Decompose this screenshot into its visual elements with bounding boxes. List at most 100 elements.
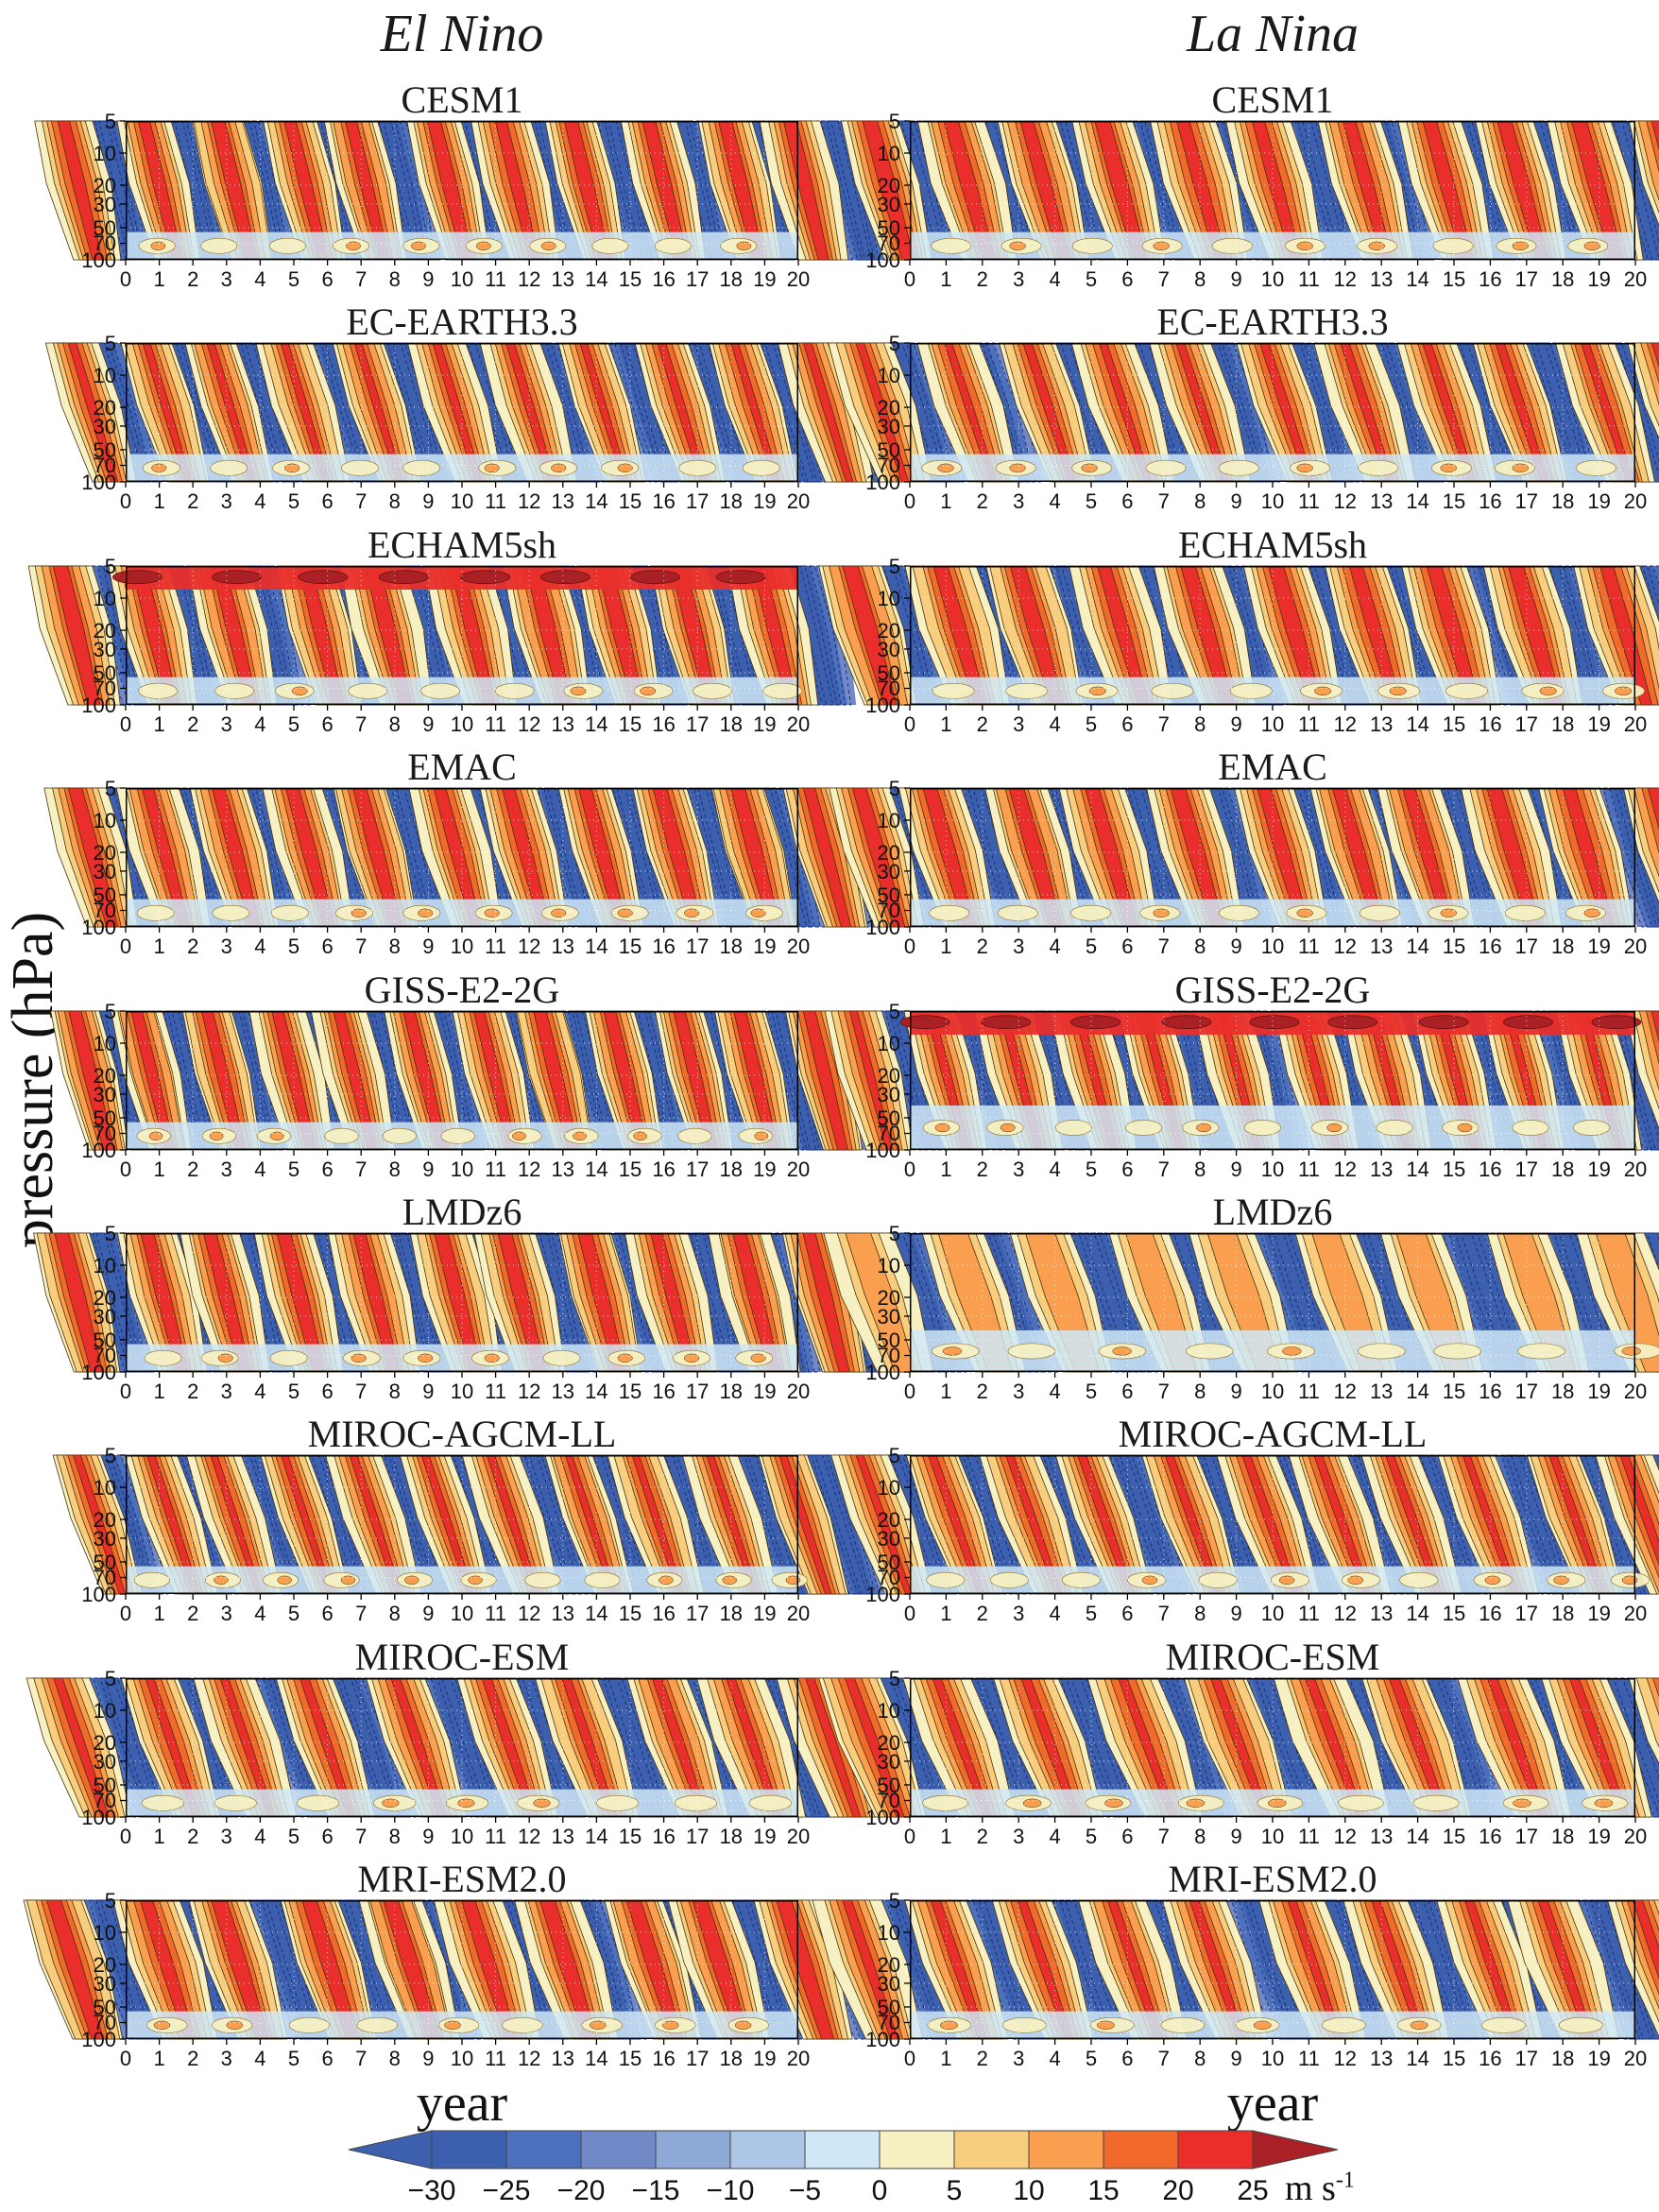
x-tick-label: 3 [1013,2047,1025,2070]
y-tick-label: 5 [888,777,900,800]
x-tick-label: 2 [976,1602,988,1625]
x-tick-label: 6 [321,1602,334,1625]
x-tick-label: 19 [753,1380,777,1403]
x-tick-label: 7 [1157,1602,1170,1625]
x-tick-label: 16 [652,267,676,291]
panel-title-mri-esm2.0-0: MRI-ESM2.0 [357,1858,567,1900]
y-tick-label: 100 [81,471,116,494]
contour-plot [34,120,891,266]
x-tick-label: 3 [220,1602,232,1625]
y-tick-label: 50 [93,1328,116,1352]
x-tick-label: 3 [220,1157,232,1181]
x-tick-label: 8 [388,489,401,513]
x-tick-label: 18 [719,935,744,958]
x-tick-label: 17 [1514,267,1539,291]
x-tick-label: 13 [1369,1825,1394,1848]
x-tick-label: 15 [1442,1825,1466,1848]
x-tick-label: 19 [753,712,777,736]
x-tick-label: 11 [1297,489,1320,513]
panel-title-ec-earth3.3-0: EC-EARTH3.3 [346,300,578,343]
x-tick-label: 3 [220,1380,232,1403]
contour-plot [812,1899,1659,2045]
y-tick-label: 30 [877,414,900,438]
x-tick-label: 12 [1333,2047,1358,2070]
y-tick-label: 100 [865,1806,900,1829]
x-tick-label: 3 [1013,1602,1025,1625]
panel-lmdz6-la-nina [823,1232,1659,1378]
x-tick-label: 0 [903,712,916,736]
x-tick-label: 2 [187,1602,199,1625]
colorbar-tick-label: 15 [1087,2175,1120,2206]
y-tick-label: 70 [93,677,116,701]
x-tick-label: 12 [517,1602,541,1625]
x-tick-label: 19 [1587,1157,1611,1181]
y-tick-label: 100 [81,1806,116,1829]
x-tick-label: 5 [1085,267,1098,291]
y-tick-label: 50 [877,1995,900,2019]
y-tick-label: 50 [93,660,116,685]
y-tick-label: 70 [877,454,900,478]
y-tick-label: 5 [104,110,116,133]
y-tick-label: 50 [93,1995,116,2019]
y-tick-label: 50 [877,1773,900,1797]
x-tick-label: 13 [551,1380,575,1403]
colorbar-tick-label: 25 [1237,2175,1269,2206]
x-tick-label: 1 [940,935,952,958]
x-tick-label: 15 [1442,935,1466,958]
y-tick-label: 20 [93,1508,116,1533]
panel-title-lmdz6-1: LMDz6 [1212,1191,1333,1233]
x-tick-label: 12 [1333,1380,1358,1403]
x-tick-label: 13 [551,1157,575,1181]
x-tick-label: 12 [517,1380,541,1403]
contour-plot [823,1232,1659,1378]
x-tick-label: 11 [1297,935,1320,958]
x-tick-label: 17 [685,489,710,513]
x-tick-label: 16 [652,489,676,513]
panel-title-miroc-agcm-ll-1: MIROC-AGCM-LL [1118,1413,1428,1455]
panel-title-ec-earth3.3-1: EC-EARTH3.3 [1156,300,1389,343]
x-tick-label: 9 [422,1157,435,1181]
y-tick-label: 10 [877,1476,900,1500]
x-tick-label: 19 [753,267,777,291]
x-tick-label: 14 [585,1825,608,1848]
x-tick-label: 19 [1587,1380,1611,1403]
x-tick-label: 5 [1085,1825,1098,1848]
x-tick-label: 7 [355,1825,368,1848]
y-tick-label: 50 [877,215,900,240]
y-tick-label: 20 [93,1953,116,1978]
y-tick-label: 20 [877,1953,900,1978]
x-tick-label: 5 [287,1157,300,1181]
y-tick-label: 30 [93,1082,116,1106]
x-tick-label: 6 [321,1825,334,1848]
y-tick-label: 30 [93,414,116,438]
x-tick-label: 6 [1121,935,1134,958]
panel-title-giss-e2-2g-1: GISS-E2-2G [1174,969,1371,1011]
x-tick-label: 16 [1479,267,1502,291]
x-tick-label: 13 [1369,267,1394,291]
x-tick-label: 2 [187,712,199,736]
x-tick-label: 0 [903,267,916,291]
x-tick-label: 19 [1587,267,1611,291]
y-tick-label: 10 [93,1254,116,1277]
x-tick-label: 16 [1479,489,1502,513]
x-tick-label: 12 [1333,1825,1358,1848]
x-tick-label: 5 [1085,1380,1098,1403]
x-tick-label: 3 [220,2047,232,2070]
x-tick-label: 5 [1085,935,1098,958]
x-tick-label: 3 [1013,1380,1025,1403]
y-tick-label: 5 [888,555,900,578]
y-tick-label: 70 [93,899,116,923]
y-tick-label: 20 [877,1508,900,1533]
x-tick-label: 18 [1550,489,1575,513]
y-tick-label: 70 [877,1566,900,1590]
x-tick-label: 18 [719,1602,744,1625]
panel-echam5sh-la-nina [818,565,1659,711]
panel-mri-esm2.0-el-nino [23,1899,902,2045]
x-tick-label: 2 [976,1825,988,1848]
x-tick-label: 1 [940,1825,952,1848]
x-tick-label: 17 [1514,1157,1539,1181]
panel-miroc-esm-la-nina [818,1677,1659,1823]
x-tick-label: 14 [1406,1825,1429,1848]
x-tick-label: 8 [388,267,401,291]
x-tick-label: 10 [1260,267,1285,291]
